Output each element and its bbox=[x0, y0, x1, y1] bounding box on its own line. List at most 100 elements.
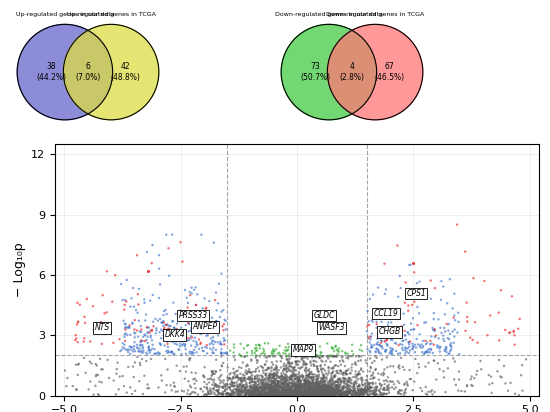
Point bbox=[365, 348, 374, 354]
Point bbox=[292, 386, 300, 393]
Point bbox=[319, 390, 328, 396]
Point bbox=[287, 379, 296, 386]
Point bbox=[309, 380, 317, 387]
Point bbox=[262, 375, 271, 381]
Point bbox=[261, 391, 270, 398]
Point bbox=[265, 375, 274, 381]
Point bbox=[427, 346, 436, 352]
Point bbox=[309, 378, 317, 385]
Point bbox=[261, 384, 270, 391]
Point bbox=[260, 387, 269, 394]
Point bbox=[302, 382, 311, 388]
Point bbox=[277, 379, 286, 385]
Point bbox=[123, 389, 131, 396]
Point bbox=[190, 315, 199, 321]
Point bbox=[167, 349, 176, 355]
Point bbox=[257, 392, 266, 398]
Point bbox=[410, 299, 419, 305]
Point bbox=[178, 258, 187, 265]
Point bbox=[315, 388, 324, 395]
Point bbox=[280, 388, 289, 394]
Point bbox=[143, 385, 152, 392]
Point bbox=[229, 390, 238, 396]
Point bbox=[294, 377, 302, 384]
Point bbox=[210, 376, 218, 383]
Point bbox=[351, 353, 360, 360]
Point bbox=[259, 391, 268, 398]
Point bbox=[376, 389, 384, 396]
Point bbox=[348, 388, 357, 395]
Point bbox=[376, 381, 384, 388]
Point bbox=[283, 391, 292, 398]
Point bbox=[251, 381, 260, 387]
Point bbox=[279, 379, 288, 386]
Point bbox=[235, 388, 244, 394]
Point bbox=[175, 346, 184, 353]
Point bbox=[332, 389, 341, 396]
Point bbox=[248, 376, 256, 382]
Point bbox=[237, 390, 246, 396]
Point bbox=[285, 380, 294, 387]
Point bbox=[310, 351, 319, 358]
Point bbox=[262, 354, 271, 361]
Point bbox=[284, 356, 293, 363]
Point bbox=[265, 390, 274, 397]
Point bbox=[301, 377, 310, 384]
Point bbox=[314, 367, 322, 374]
Point bbox=[272, 391, 280, 397]
Point bbox=[258, 387, 267, 393]
Point bbox=[334, 375, 343, 382]
Point bbox=[373, 346, 382, 352]
Point bbox=[305, 371, 314, 377]
Point bbox=[367, 344, 376, 350]
Point bbox=[277, 372, 286, 379]
Point bbox=[196, 341, 205, 347]
Point bbox=[191, 328, 200, 334]
Point bbox=[285, 385, 294, 391]
Point bbox=[328, 388, 337, 395]
Point bbox=[415, 310, 424, 316]
Point bbox=[292, 358, 300, 365]
Point bbox=[342, 384, 350, 391]
Point bbox=[331, 382, 340, 389]
Point bbox=[295, 379, 304, 385]
Point bbox=[439, 336, 448, 342]
Point bbox=[205, 390, 214, 397]
Point bbox=[254, 389, 262, 396]
Point bbox=[388, 337, 397, 343]
Point bbox=[355, 390, 364, 397]
Point bbox=[359, 389, 368, 396]
Point bbox=[243, 342, 251, 349]
Point bbox=[428, 327, 437, 333]
Text: CPS1: CPS1 bbox=[406, 289, 426, 298]
Point bbox=[326, 380, 334, 386]
Point bbox=[265, 372, 273, 379]
Point bbox=[135, 348, 144, 355]
Point bbox=[316, 386, 325, 393]
Point bbox=[220, 341, 229, 348]
Point bbox=[274, 378, 283, 385]
Point bbox=[308, 384, 317, 390]
Point bbox=[355, 353, 364, 360]
Point bbox=[116, 373, 124, 380]
Point bbox=[235, 391, 244, 398]
Point bbox=[287, 373, 295, 379]
Point bbox=[318, 385, 327, 391]
Point bbox=[273, 379, 282, 386]
Point bbox=[450, 326, 459, 333]
Point bbox=[432, 332, 441, 339]
Point bbox=[274, 379, 283, 386]
Point bbox=[201, 323, 210, 330]
Point bbox=[282, 375, 290, 382]
Point bbox=[94, 372, 102, 378]
Point bbox=[305, 380, 314, 387]
Point bbox=[306, 389, 315, 396]
Point bbox=[257, 381, 266, 387]
Point bbox=[370, 389, 379, 396]
Point bbox=[301, 389, 310, 396]
Point bbox=[300, 392, 309, 398]
Point bbox=[147, 260, 156, 267]
Point bbox=[257, 383, 266, 390]
Point bbox=[439, 374, 448, 381]
Point bbox=[293, 384, 301, 391]
